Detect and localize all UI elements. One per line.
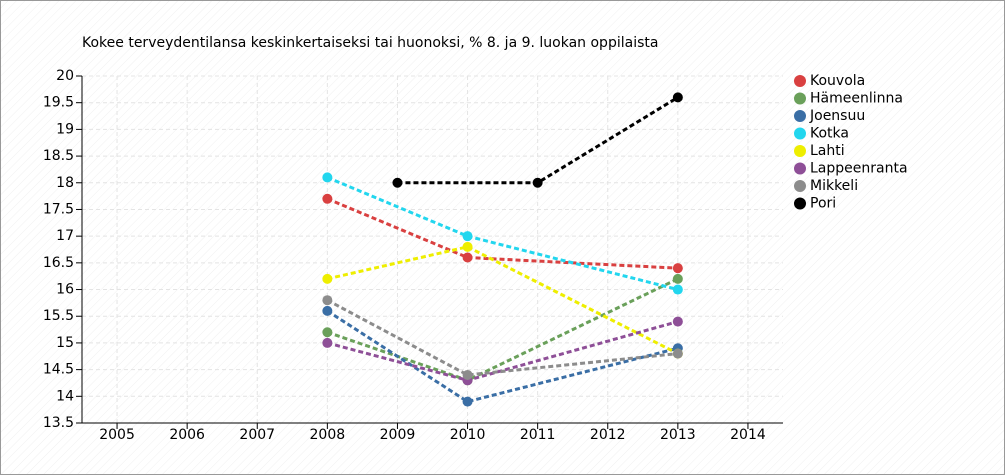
data-point — [672, 284, 683, 295]
data-point — [672, 273, 683, 284]
data-point — [322, 172, 333, 183]
legend-label: Kotka — [810, 126, 849, 142]
legend-swatch — [794, 180, 806, 192]
y-tick-label: 16 — [56, 282, 74, 298]
x-tick-label: 2012 — [590, 427, 626, 443]
data-point — [322, 295, 333, 306]
y-tick-label: 18 — [56, 175, 74, 191]
y-tick-label: 17 — [56, 228, 74, 244]
data-point — [392, 177, 403, 188]
x-tick-label: 2013 — [660, 427, 696, 443]
x-tick-label: 2014 — [730, 427, 766, 443]
data-point — [462, 241, 473, 252]
x-tick-label: 2006 — [169, 427, 205, 443]
legend-swatch — [794, 75, 806, 87]
y-tick-label: 19 — [56, 121, 74, 137]
data-point — [322, 305, 333, 316]
y-tick-label: 18.5 — [43, 148, 74, 164]
x-tick-label: 2008 — [310, 427, 346, 443]
y-tick-label: 15.5 — [43, 308, 74, 324]
legend-label: Lahti — [810, 143, 845, 159]
y-tick-label: 16.5 — [43, 255, 74, 271]
y-tick-label: 15 — [56, 335, 74, 351]
data-point — [462, 369, 473, 380]
y-tick-label: 14 — [56, 388, 74, 404]
legend-label: Lappeenranta — [810, 161, 908, 177]
y-tick-label: 13.5 — [43, 415, 74, 431]
data-point — [462, 252, 473, 263]
legend-label: Pori — [810, 196, 836, 212]
y-tick-label: 17.5 — [43, 201, 74, 217]
data-point — [322, 327, 333, 338]
y-tick-label: 20 — [56, 68, 74, 84]
legend-swatch — [794, 127, 806, 140]
legend-swatch — [794, 162, 806, 175]
legend-swatch — [794, 92, 806, 105]
y-tick-label: 19.5 — [43, 95, 74, 111]
x-tick-label: 2007 — [239, 427, 275, 443]
data-point — [672, 92, 683, 103]
x-tick-label: 2009 — [380, 427, 416, 443]
x-tick-label: 2011 — [520, 427, 556, 443]
data-point — [672, 316, 683, 327]
data-point — [672, 348, 683, 359]
data-point — [322, 273, 333, 284]
data-point — [462, 396, 473, 407]
series-line — [326, 298, 679, 377]
legend-swatch — [794, 110, 806, 122]
x-tick-label: 2010 — [450, 427, 486, 443]
legend-swatch — [794, 145, 806, 157]
legend-label: Mikkeli — [810, 178, 858, 194]
data-point — [462, 231, 473, 242]
chart-title: Kokee terveydentilansa keskinkertaiseksi… — [82, 35, 658, 51]
legend-swatch — [794, 197, 806, 210]
legend-label: Hämeenlinna — [810, 91, 903, 107]
y-tick-label: 14.5 — [43, 362, 74, 378]
data-point — [532, 177, 543, 188]
legend-label: Kouvola — [810, 73, 865, 89]
data-point — [672, 263, 683, 274]
x-tick-label: 2005 — [99, 427, 135, 443]
data-point — [322, 337, 333, 348]
data-point — [322, 193, 333, 204]
legend-label: Joensuu — [809, 108, 865, 124]
